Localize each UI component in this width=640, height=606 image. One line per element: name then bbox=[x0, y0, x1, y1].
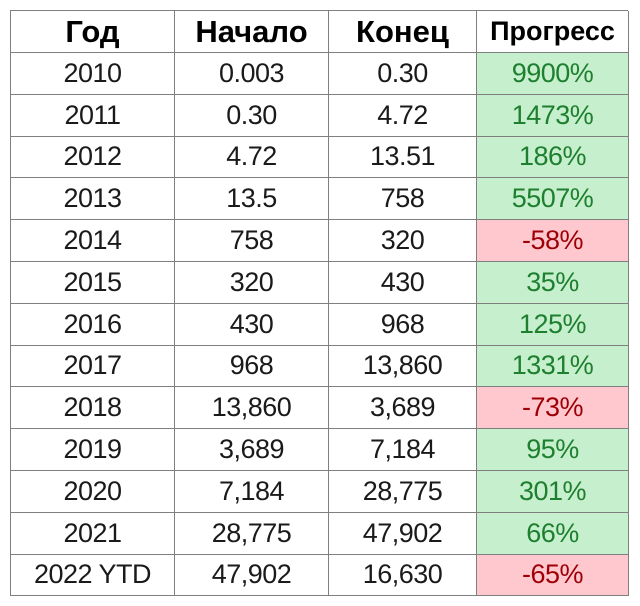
cell-start: 968 bbox=[175, 345, 329, 388]
cell-start: 4.72 bbox=[175, 136, 329, 179]
cell-start: 47,902 bbox=[175, 554, 329, 597]
cell-progress: 186% bbox=[477, 136, 629, 179]
cell-progress: 1473% bbox=[477, 94, 629, 137]
cell-year: 2022 YTD bbox=[11, 554, 175, 597]
cell-end: 7,184 bbox=[329, 429, 477, 471]
cell-start: 3,689 bbox=[175, 429, 329, 471]
header-end: Конец bbox=[329, 11, 477, 53]
cell-start: 13,860 bbox=[175, 387, 329, 430]
cell-end: 16,630 bbox=[329, 554, 477, 597]
cell-end: 3,689 bbox=[329, 387, 477, 430]
cell-progress: 301% bbox=[477, 470, 629, 513]
cell-start: 13.5 bbox=[175, 178, 329, 221]
cell-progress: -73% bbox=[477, 387, 629, 430]
cell-start: 430 bbox=[175, 303, 329, 346]
cell-end: 28,775 bbox=[329, 470, 477, 513]
cell-progress: 125% bbox=[477, 303, 629, 346]
cell-year: 2012 bbox=[11, 136, 175, 179]
header-progress: Прогресс bbox=[477, 11, 629, 53]
cell-start: 0.003 bbox=[175, 53, 329, 95]
cell-end: 13,860 bbox=[329, 345, 477, 388]
cell-start: 7,184 bbox=[175, 470, 329, 513]
cell-end: 4.72 bbox=[329, 94, 477, 137]
cell-progress: -65% bbox=[477, 554, 629, 597]
header-start: Начало bbox=[175, 11, 329, 53]
cell-progress: 35% bbox=[477, 261, 629, 304]
cell-end: 47,902 bbox=[329, 512, 477, 555]
cell-end: 0.30 bbox=[329, 53, 477, 95]
cell-end: 968 bbox=[329, 303, 477, 346]
cell-progress: 66% bbox=[477, 512, 629, 555]
cell-year: 2014 bbox=[11, 220, 175, 262]
cell-end: 320 bbox=[329, 220, 477, 262]
cell-start: 320 bbox=[175, 261, 329, 304]
cell-progress: 95% bbox=[477, 429, 629, 471]
price-table: Год Начало Конец Прогресс 2010 0.003 0.30 9… bbox=[10, 10, 629, 597]
cell-start: 28,775 bbox=[175, 512, 329, 555]
cell-year: 2013 bbox=[11, 178, 175, 221]
cell-progress: -58% bbox=[477, 220, 629, 262]
header-year: Год bbox=[11, 11, 175, 53]
cell-year: 2019 bbox=[11, 429, 175, 471]
cell-year: 2018 bbox=[11, 387, 175, 430]
cell-year: 2017 bbox=[11, 345, 175, 388]
cell-year: 2015 bbox=[11, 261, 175, 304]
cell-year: 2016 bbox=[11, 303, 175, 346]
cell-year: 2021 bbox=[11, 512, 175, 555]
cell-progress: 9900% bbox=[477, 53, 629, 95]
cell-progress: 5507% bbox=[477, 178, 629, 221]
cell-start: 758 bbox=[175, 220, 329, 262]
cell-end: 758 bbox=[329, 178, 477, 221]
cell-end: 430 bbox=[329, 261, 477, 304]
cell-year: 2011 bbox=[11, 94, 175, 137]
cell-progress: 1331% bbox=[477, 345, 629, 388]
cell-year: 2010 bbox=[11, 53, 175, 95]
cell-end: 13.51 bbox=[329, 136, 477, 179]
cell-year: 2020 bbox=[11, 470, 175, 513]
cell-start: 0.30 bbox=[175, 94, 329, 137]
